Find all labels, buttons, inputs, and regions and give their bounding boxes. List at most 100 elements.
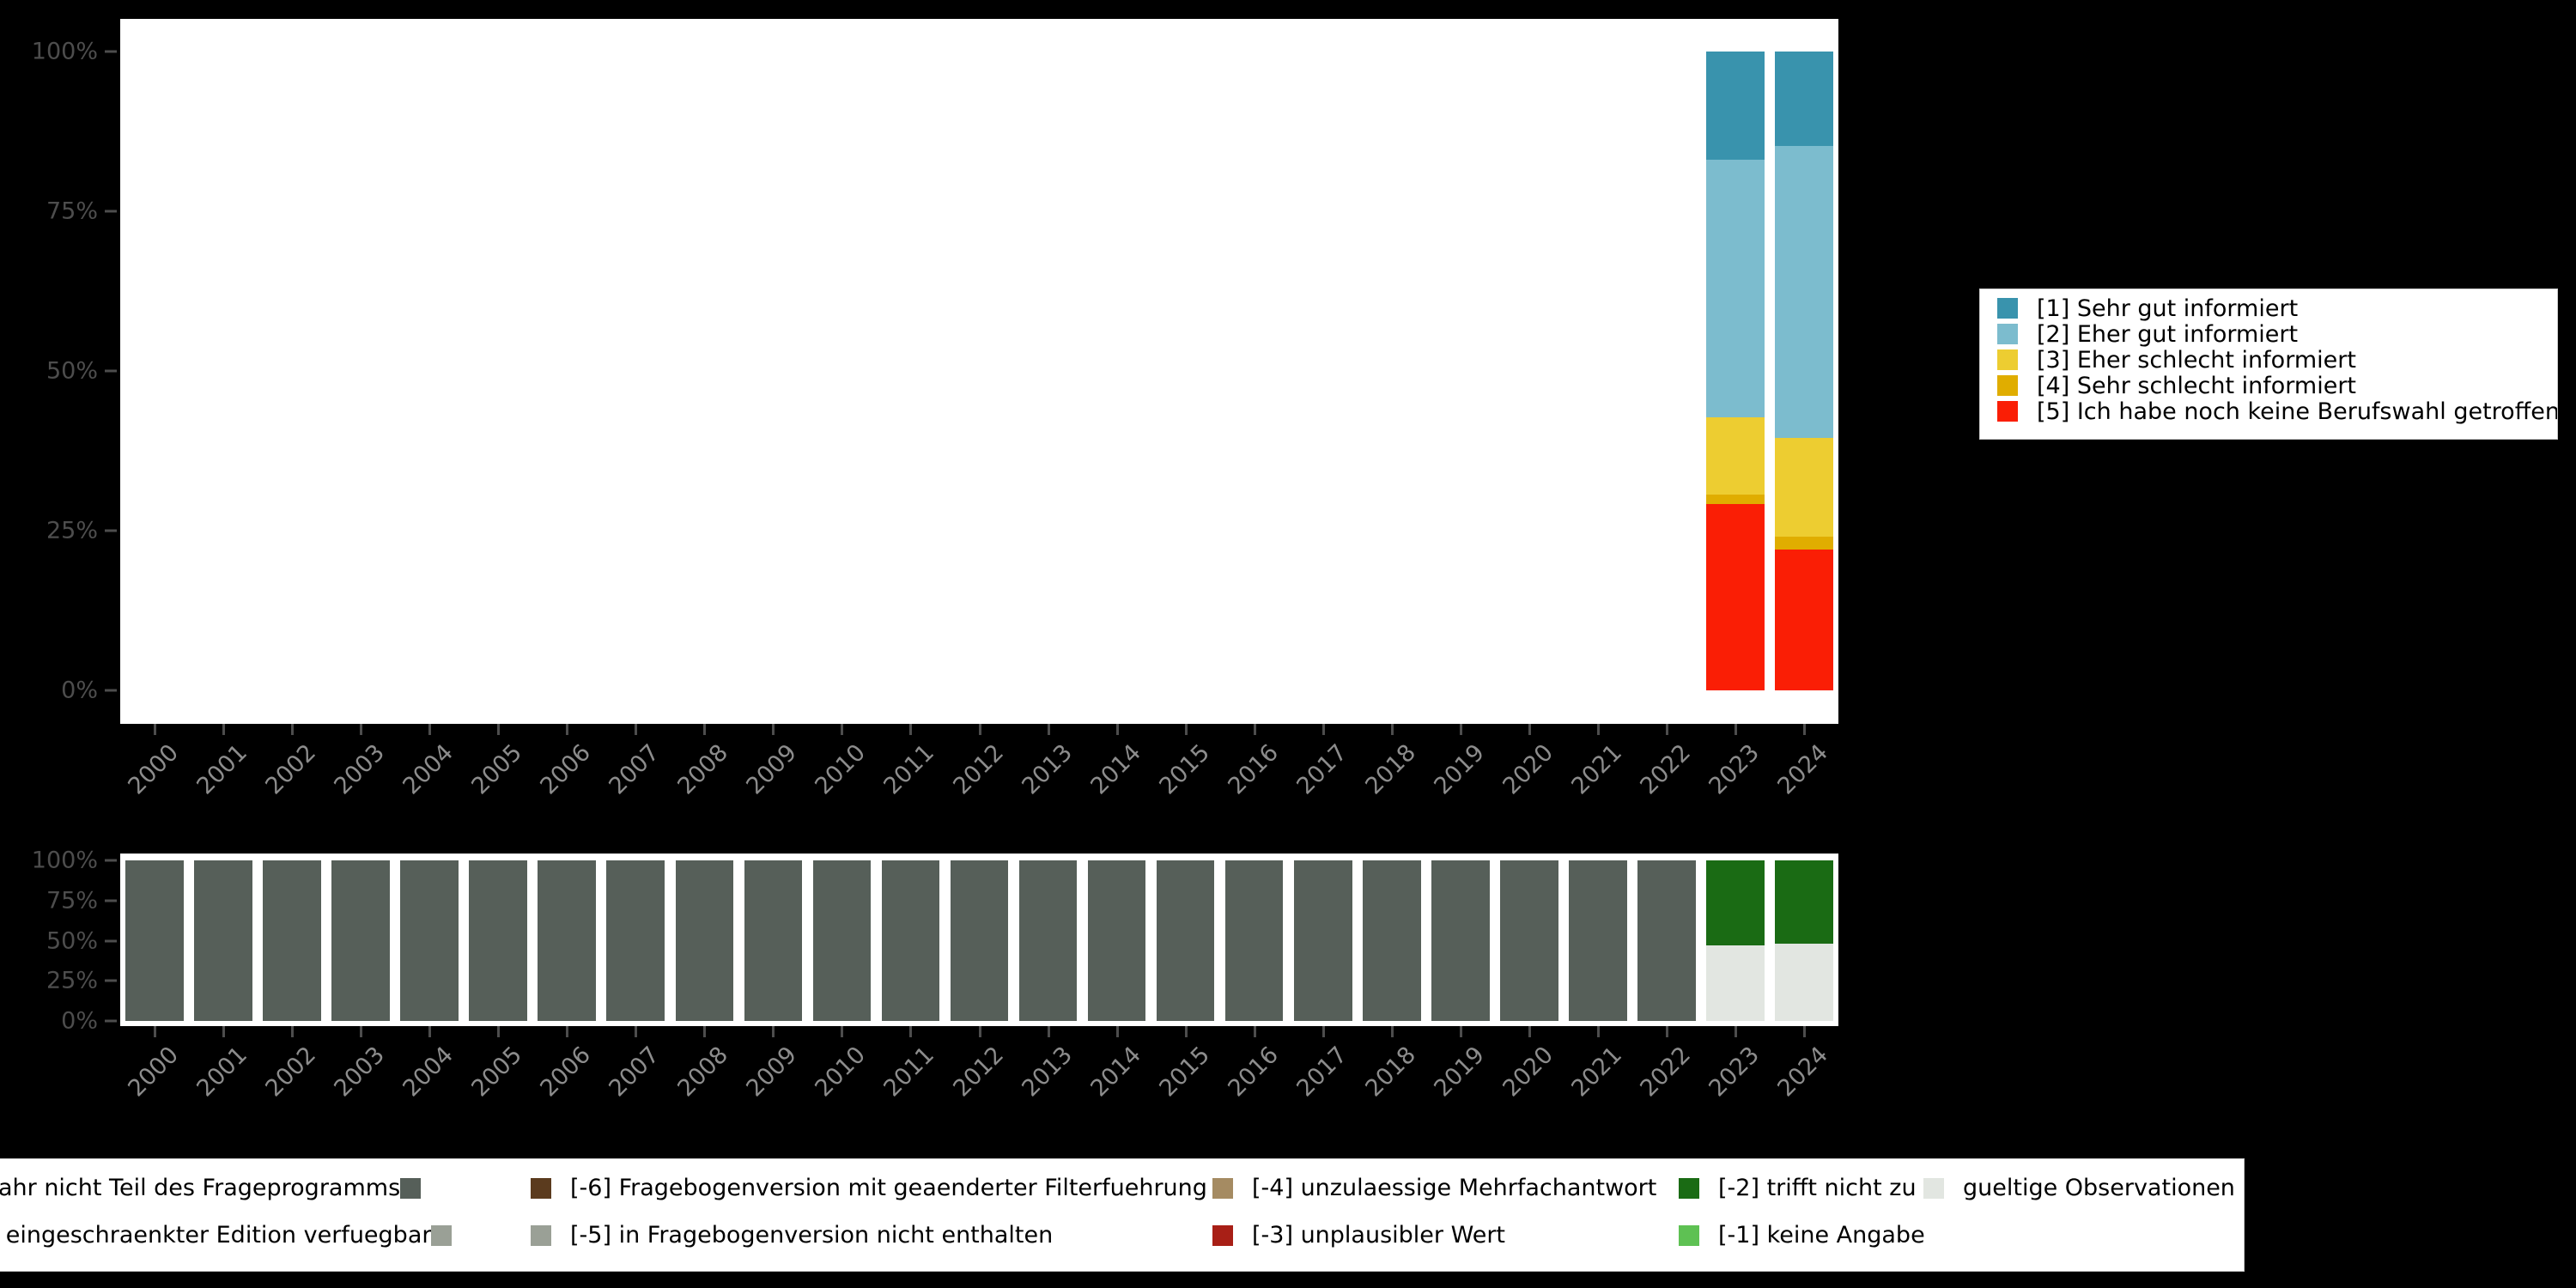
missing-bar-2023[interactable]	[1706, 860, 1765, 1021]
missing-bar-2012[interactable]	[950, 860, 1009, 1021]
value-legend-item[interactable]: [2] Eher gut informiert	[1980, 321, 2557, 348]
missing-bar-2017[interactable]	[1293, 860, 1352, 1021]
main-x-tick-mark	[1459, 724, 1462, 735]
missing-bar-segment	[1500, 860, 1558, 1021]
missing-x-tick-mark	[909, 1026, 913, 1037]
main-y-tick-label: 25%	[46, 517, 98, 544]
missing-legend-item[interactable]: weniger eingeschraenkter Edition verfueg…	[0, 1222, 453, 1249]
main-x-tick-mark	[909, 724, 913, 735]
missing-bar-2003[interactable]	[331, 860, 390, 1021]
missing-bar-segment	[812, 860, 872, 1021]
missing-bar-segment	[744, 860, 803, 1021]
missing-legend: in diesem Jahr nicht Teil des Frageprogr…	[0, 1158, 2245, 1272]
missing-x-tick-mark	[978, 1026, 981, 1037]
missing-legend-label: [-2] trifft nicht zu	[1718, 1175, 1917, 1201]
missing-x-tick-mark	[1665, 1026, 1668, 1037]
missing-bar-2001[interactable]	[194, 860, 252, 1021]
missing-legend-item[interactable]: [-6] Fragebogenversion mit geaenderter F…	[531, 1175, 1207, 1201]
missing-legend-item[interactable]: gueltige Observationen	[1923, 1175, 2235, 1201]
missing-y-tick-mark	[105, 1019, 117, 1023]
missing-bar-2002[interactable]	[263, 860, 321, 1021]
main-bar-2024[interactable]	[1775, 52, 1833, 690]
missing-bar-segment	[1569, 860, 1627, 1021]
missing-x-tick-mark	[1321, 1026, 1325, 1037]
missing-bar-2011[interactable]	[881, 860, 940, 1021]
missing-bar-segment	[469, 860, 528, 1021]
value-legend-label: [1] Sehr gut informiert	[2037, 295, 2299, 322]
missing-x-tick-mark	[1184, 1026, 1188, 1037]
main-bar-segment	[1775, 550, 1833, 690]
missing-bar-segment	[263, 860, 321, 1021]
missing-x-tick-mark	[1734, 1026, 1737, 1037]
main-x-tick-mark	[291, 724, 295, 735]
missing-bar-segment	[675, 860, 734, 1021]
missing-bar-2000[interactable]	[125, 860, 184, 1021]
missing-x-tick-mark	[222, 1026, 226, 1037]
main-bar-segment	[1775, 537, 1833, 550]
missing-bar-2005[interactable]	[469, 860, 528, 1021]
missing-y-tick-mark	[105, 979, 117, 982]
main-bar-segment	[1706, 160, 1765, 418]
legend-swatch-icon	[1923, 1177, 1944, 1199]
missing-bar-2016[interactable]	[1224, 860, 1284, 1021]
missing-x-tick-mark	[1047, 1026, 1050, 1037]
missing-y-tick-mark	[105, 859, 117, 862]
missing-bar-2014[interactable]	[1087, 860, 1146, 1021]
missing-bar-segment	[881, 860, 940, 1021]
missing-legend-label: [-6] Fragebogenversion mit geaenderter F…	[570, 1175, 1207, 1201]
missing-bar-2007[interactable]	[606, 860, 665, 1021]
missing-bar-2009[interactable]	[744, 860, 803, 1021]
missing-bar-2008[interactable]	[675, 860, 734, 1021]
missing-bar-2021[interactable]	[1569, 860, 1627, 1021]
main-bar-segment	[1706, 503, 1765, 690]
missing-legend-item[interactable]: [-4] unzulaessige Mehrfachantwort	[1212, 1175, 1656, 1201]
main-bar-2023[interactable]	[1706, 52, 1765, 690]
main-x-tick-mark	[841, 724, 844, 735]
missing-bar-2015[interactable]	[1156, 860, 1215, 1021]
missing-legend-item[interactable]: [-5] in Fragebogenversion nicht enthalte…	[531, 1222, 1053, 1249]
main-y-tick-label: 100%	[31, 38, 98, 65]
main-x-tick-mark	[428, 724, 432, 735]
missing-bar-2019[interactable]	[1431, 860, 1490, 1021]
value-legend-item[interactable]: [1] Sehr gut informiert	[1980, 295, 2557, 322]
main-x-tick-mark	[222, 724, 226, 735]
legend-swatch-icon	[1997, 401, 2018, 422]
missing-legend-item[interactable]: [-1] keine Angabe	[1679, 1222, 1925, 1249]
legend-swatch-icon	[531, 1224, 551, 1246]
main-bar-segment	[1775, 438, 1833, 538]
value-legend-item[interactable]: [5] Ich habe noch keine Berufswahl getro…	[1980, 398, 2558, 425]
main-x-tick-mark	[566, 724, 569, 735]
missing-y-tick-mark	[105, 899, 117, 902]
missing-legend-item[interactable]: in diesem Jahr nicht Teil des Frageprogr…	[0, 1175, 422, 1201]
value-legend-item[interactable]: [3] Eher schlecht informiert	[1980, 347, 2557, 374]
missing-bar-2020[interactable]	[1500, 860, 1558, 1021]
missing-bar-2010[interactable]	[812, 860, 872, 1021]
main-plot-area	[120, 19, 1838, 724]
missing-bar-2013[interactable]	[1018, 860, 1078, 1021]
missing-x-tick-mark	[360, 1026, 363, 1037]
missing-y-tick-mark	[105, 939, 117, 942]
missing-x-tick-mark	[154, 1026, 157, 1037]
main-bar-segment	[1706, 52, 1765, 161]
legend-swatch-icon	[1997, 324, 2018, 344]
missing-legend-label: [-4] unzulaessige Mehrfachantwort	[1252, 1175, 1657, 1201]
missing-bar-2006[interactable]	[538, 860, 597, 1021]
main-x-tick-mark	[1665, 724, 1668, 735]
main-x-tick-mark	[1596, 724, 1600, 735]
value-legend-item[interactable]: [4] Sehr schlecht informiert	[1980, 373, 2557, 399]
main-x-tick-mark	[1184, 724, 1188, 735]
value-legend-label: [5] Ich habe noch keine Berufswahl getro…	[2037, 398, 2558, 425]
missing-bar-2022[interactable]	[1637, 860, 1696, 1021]
missing-legend-label: [-5] in Fragebogenversion nicht enthalte…	[570, 1222, 1054, 1249]
main-x-tick-mark	[703, 724, 707, 735]
missing-x-tick-mark	[1390, 1026, 1394, 1037]
main-bar-segment	[1706, 417, 1765, 495]
missing-legend-item[interactable]: [-3] unplausibler Wert	[1212, 1222, 1505, 1249]
missing-bar-2024[interactable]	[1775, 860, 1833, 1021]
main-bar-segment	[1706, 494, 1765, 504]
main-y-tick-mark	[105, 50, 117, 53]
missing-bar-2004[interactable]	[400, 860, 459, 1021]
missing-bar-2018[interactable]	[1362, 860, 1421, 1021]
missing-legend-item[interactable]: [-2] trifft nicht zu	[1679, 1175, 1917, 1201]
missing-y-tick-label: 25%	[46, 967, 98, 994]
